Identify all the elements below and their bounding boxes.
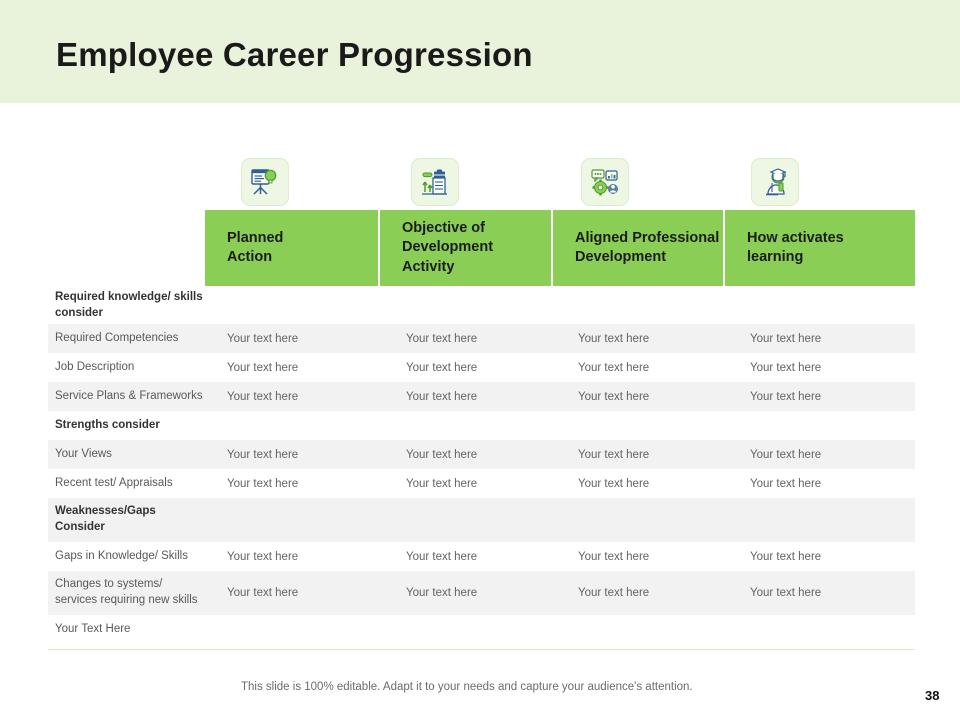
column-header-label: Planned Action xyxy=(227,229,284,265)
column-header-label: How activates learning xyxy=(747,229,844,265)
cell-value[interactable]: Your text here xyxy=(578,390,650,403)
cell-value[interactable]: Your text here xyxy=(750,477,822,490)
table-section-row[interactable]: Required knowledge/ skills consider xyxy=(48,288,915,324)
cell-value[interactable]: Your text here xyxy=(750,390,822,403)
column-header-row: Planned Action Objective of Development … xyxy=(205,210,915,286)
row-label: Required knowledge/ skills consider xyxy=(55,291,203,319)
table-row[interactable]: Your Views Your text here Your text here Yo… xyxy=(48,440,915,469)
cell-value[interactable]: Your text here xyxy=(750,550,822,563)
page-number: 38 xyxy=(925,688,940,703)
presentation-lightbulb-icon xyxy=(241,158,289,206)
gear-feedback-icon xyxy=(581,158,629,206)
cell-value[interactable]: Your text here xyxy=(578,477,650,490)
cell-value[interactable]: Your text here xyxy=(406,550,478,563)
cell-value[interactable]: Your text here xyxy=(750,361,822,374)
cell-value[interactable]: Your text here xyxy=(406,587,478,599)
footer-note: This slide is 100% editable. Adapt it to… xyxy=(241,681,693,693)
column-icon-row xyxy=(0,158,960,208)
cell-value[interactable]: Your text here xyxy=(750,332,822,345)
cell-value[interactable]: Your text here xyxy=(406,448,478,461)
row-label: Job Description xyxy=(55,360,135,373)
column-header-label: Objective of Development Activity xyxy=(402,220,494,275)
row-label: Recent test/ Appraisals xyxy=(55,476,173,489)
cell-value[interactable]: Your text here xyxy=(750,448,822,461)
cell-value[interactable]: Your text here xyxy=(578,332,650,345)
column-header-planned-action[interactable]: Planned Action xyxy=(205,210,380,286)
page-title: Employee Career Progression xyxy=(56,36,533,73)
row-label: Your Text Here xyxy=(55,622,131,635)
briefcase-growth-icon xyxy=(411,158,459,206)
cell-value[interactable]: Your text here xyxy=(227,361,299,374)
cell-value[interactable]: Your text here xyxy=(227,448,299,461)
cell-value[interactable]: Your text here xyxy=(406,477,478,490)
cell-value[interactable]: Your text here xyxy=(227,332,299,345)
row-label: Gaps in Knowledge/ Skills xyxy=(55,549,188,562)
table-bottom-divider xyxy=(48,649,915,650)
table-row[interactable]: Job Description Your text here Your text h… xyxy=(48,353,915,382)
row-label: Service Plans & Frameworks xyxy=(55,389,203,402)
table-row[interactable]: Gaps in Knowledge/ Skills Your text here Y… xyxy=(48,542,915,571)
cell-value[interactable]: Your text here xyxy=(406,361,478,374)
table-row[interactable]: Recent test/ Appraisals Your text here You… xyxy=(48,469,915,498)
row-label: Weaknesses/Gaps Consider xyxy=(55,505,156,533)
table-row[interactable]: Service Plans & Frameworks Your text here… xyxy=(48,382,915,411)
table-row[interactable]: Your Text Here xyxy=(48,615,915,644)
table-section-row[interactable]: Weaknesses/Gaps Consider xyxy=(48,498,915,542)
cell-value[interactable]: Your text here xyxy=(578,587,650,599)
cell-value[interactable]: Your text here xyxy=(227,390,299,403)
cell-value[interactable]: Your text here xyxy=(406,332,478,345)
row-label: Your Views xyxy=(55,447,112,460)
cell-value[interactable]: Your text here xyxy=(227,477,299,490)
cell-value[interactable]: Your text here xyxy=(750,587,822,599)
table-row[interactable]: Changes to systems/ services requiring n… xyxy=(48,571,915,615)
cell-value[interactable]: Your text here xyxy=(578,361,650,374)
cell-value[interactable]: Your text here xyxy=(227,550,299,563)
row-label: Strengths consider xyxy=(55,418,160,431)
column-header-aligned-professional-development[interactable]: Aligned Professional Development xyxy=(553,210,725,286)
cell-value[interactable]: Your text here xyxy=(578,550,650,563)
cell-value[interactable]: Your text here xyxy=(578,448,650,461)
cell-value[interactable]: Your text here xyxy=(227,587,299,599)
table-section-row[interactable]: Strengths consider xyxy=(48,411,915,440)
cell-value[interactable]: Your text here xyxy=(406,390,478,403)
column-header-label: Aligned Professional Development xyxy=(575,229,720,265)
title-banner: Employee Career Progression xyxy=(0,0,960,103)
row-label: Changes to systems/ services requiring n… xyxy=(55,578,198,606)
row-label: Required Competencies xyxy=(55,331,179,344)
table-row[interactable]: Required Competencies Your text here Your … xyxy=(48,324,915,353)
column-header-how-activates-learning[interactable]: How activates learning xyxy=(725,210,915,286)
column-header-objective-of-development-activity[interactable]: Objective of Development Activity xyxy=(380,210,553,286)
graduate-person-icon xyxy=(751,158,799,206)
career-progression-table: Required knowledge/ skills consider Requi… xyxy=(48,288,915,644)
